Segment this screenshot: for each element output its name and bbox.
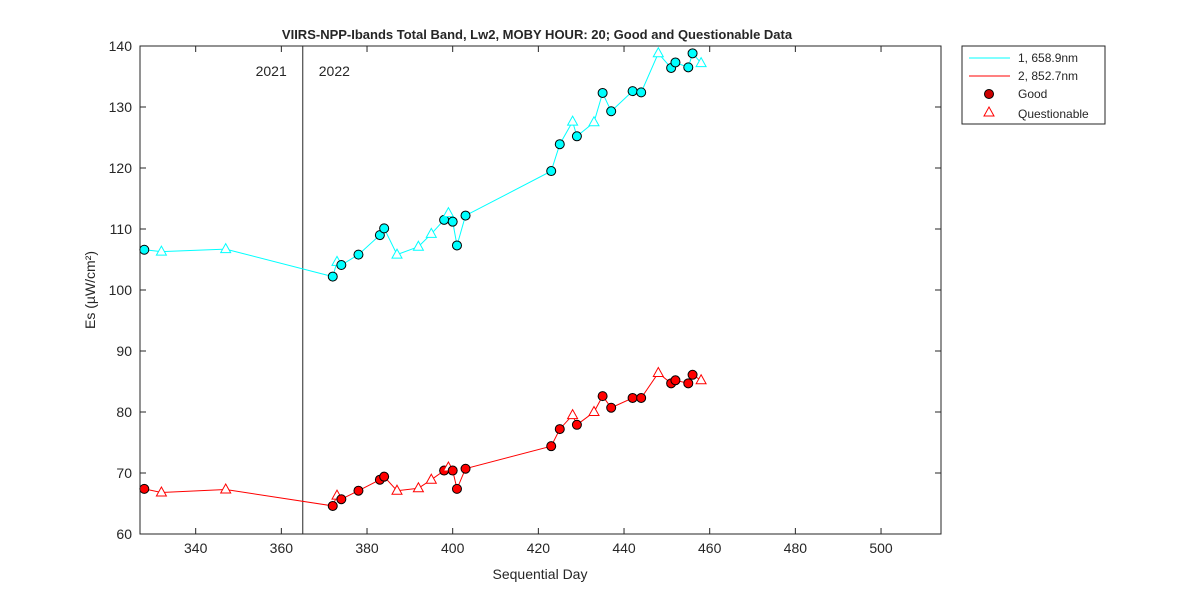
- good-point: [327, 271, 338, 282]
- legend-label-series1: 1, 658.9nm: [1018, 51, 1078, 65]
- y-tick-label: 90: [116, 343, 132, 359]
- questionable-point: [442, 206, 455, 218]
- year-label-2022: 2022: [319, 63, 350, 79]
- good-point: [636, 87, 647, 98]
- questionable-point: [219, 242, 232, 254]
- x-tick-label: 360: [270, 540, 294, 556]
- y-axis-label: Es (µW/cm²): [82, 251, 98, 329]
- good-point: [670, 57, 681, 68]
- good-point: [139, 244, 150, 255]
- y-tick-label: 60: [116, 526, 132, 542]
- y-tick-label: 130: [109, 99, 133, 115]
- good-point: [460, 463, 471, 474]
- series-layer: [139, 46, 707, 511]
- chart-title: VIIRS-NPP-Ibands Total Band, Lw2, MOBY H…: [282, 27, 793, 42]
- good-point: [571, 131, 582, 142]
- good-point: [683, 378, 694, 389]
- good-point: [336, 494, 347, 505]
- questionable-point: [652, 46, 665, 58]
- good-point: [554, 424, 565, 435]
- good-point: [451, 483, 462, 494]
- questionable-point: [588, 405, 600, 416]
- x-tick-label: 480: [784, 540, 808, 556]
- legend: 1, 658.9nm 2, 852.7nm Good Questionable: [961, 45, 1106, 125]
- good-point: [597, 391, 608, 402]
- good-point: [353, 485, 364, 496]
- questionable-point: [412, 240, 425, 251]
- good-point: [597, 87, 608, 98]
- x-tick-label: 500: [869, 540, 893, 556]
- questionable-point: [391, 484, 403, 495]
- good-point: [379, 223, 390, 234]
- questionable-point: [695, 373, 707, 385]
- good-point: [687, 48, 698, 59]
- good-point: [379, 471, 390, 482]
- questionable-point: [652, 366, 665, 377]
- questionable-point: [155, 245, 168, 256]
- good-point: [670, 375, 681, 386]
- good-point: [636, 392, 647, 403]
- x-tick-label: 440: [612, 540, 636, 556]
- good-point: [546, 166, 557, 177]
- questionable-point: [155, 485, 168, 497]
- questionable-point: [425, 473, 438, 484]
- questionable-point: [425, 227, 438, 238]
- series-1: [139, 46, 707, 282]
- questionable-point: [566, 408, 579, 420]
- good-point: [327, 500, 338, 511]
- x-axis-label: Sequential Day: [493, 566, 588, 582]
- y-tick-label: 100: [109, 282, 133, 298]
- good-point: [554, 139, 565, 150]
- good-point: [571, 419, 582, 430]
- questionable-point: [412, 481, 425, 493]
- x-tick-label: 340: [184, 540, 208, 556]
- y-tick-label: 120: [109, 160, 133, 176]
- good-point: [336, 259, 347, 270]
- good-point: [447, 465, 458, 476]
- legend-label-good: Good: [1018, 87, 1047, 101]
- legend-label-series2: 2, 852.7nm: [1018, 69, 1078, 83]
- good-point: [139, 483, 150, 494]
- x-axis-ticks: 340 360 380 400 420 440 460 480 500: [184, 46, 893, 556]
- legend-box: [961, 45, 1106, 125]
- x-tick-label: 400: [441, 540, 465, 556]
- good-point: [627, 392, 638, 403]
- questionable-point: [566, 115, 579, 126]
- legend-label-questionable: Questionable: [1018, 107, 1089, 121]
- questionable-point: [588, 115, 600, 127]
- legend-marker-good: [984, 89, 994, 99]
- x-tick-label: 380: [355, 540, 379, 556]
- good-point: [353, 249, 364, 260]
- x-tick-label: 420: [527, 540, 551, 556]
- y-axis-ticks: 60 70 80 90 100 110 120 130 140: [109, 38, 941, 542]
- good-point: [687, 369, 698, 380]
- y-tick-label: 140: [109, 38, 133, 54]
- y-tick-label: 70: [116, 465, 132, 481]
- questionable-point: [695, 56, 707, 68]
- plot-area: [140, 46, 941, 534]
- good-point: [460, 210, 471, 221]
- good-point: [606, 106, 617, 117]
- legend-marker-questionable: [983, 105, 995, 117]
- questionable-point: [219, 482, 232, 494]
- good-point: [627, 86, 638, 97]
- y-tick-label: 80: [116, 404, 132, 420]
- year-label-2021: 2021: [256, 63, 287, 79]
- good-point: [606, 402, 617, 413]
- y-tick-label: 110: [110, 221, 133, 237]
- x-tick-label: 460: [698, 540, 722, 556]
- plot-frame: [139, 45, 942, 535]
- questionable-point: [391, 248, 403, 259]
- good-point: [447, 216, 458, 227]
- good-point: [546, 441, 557, 452]
- good-point: [683, 62, 694, 73]
- good-point: [451, 240, 462, 251]
- series-2: [139, 366, 707, 511]
